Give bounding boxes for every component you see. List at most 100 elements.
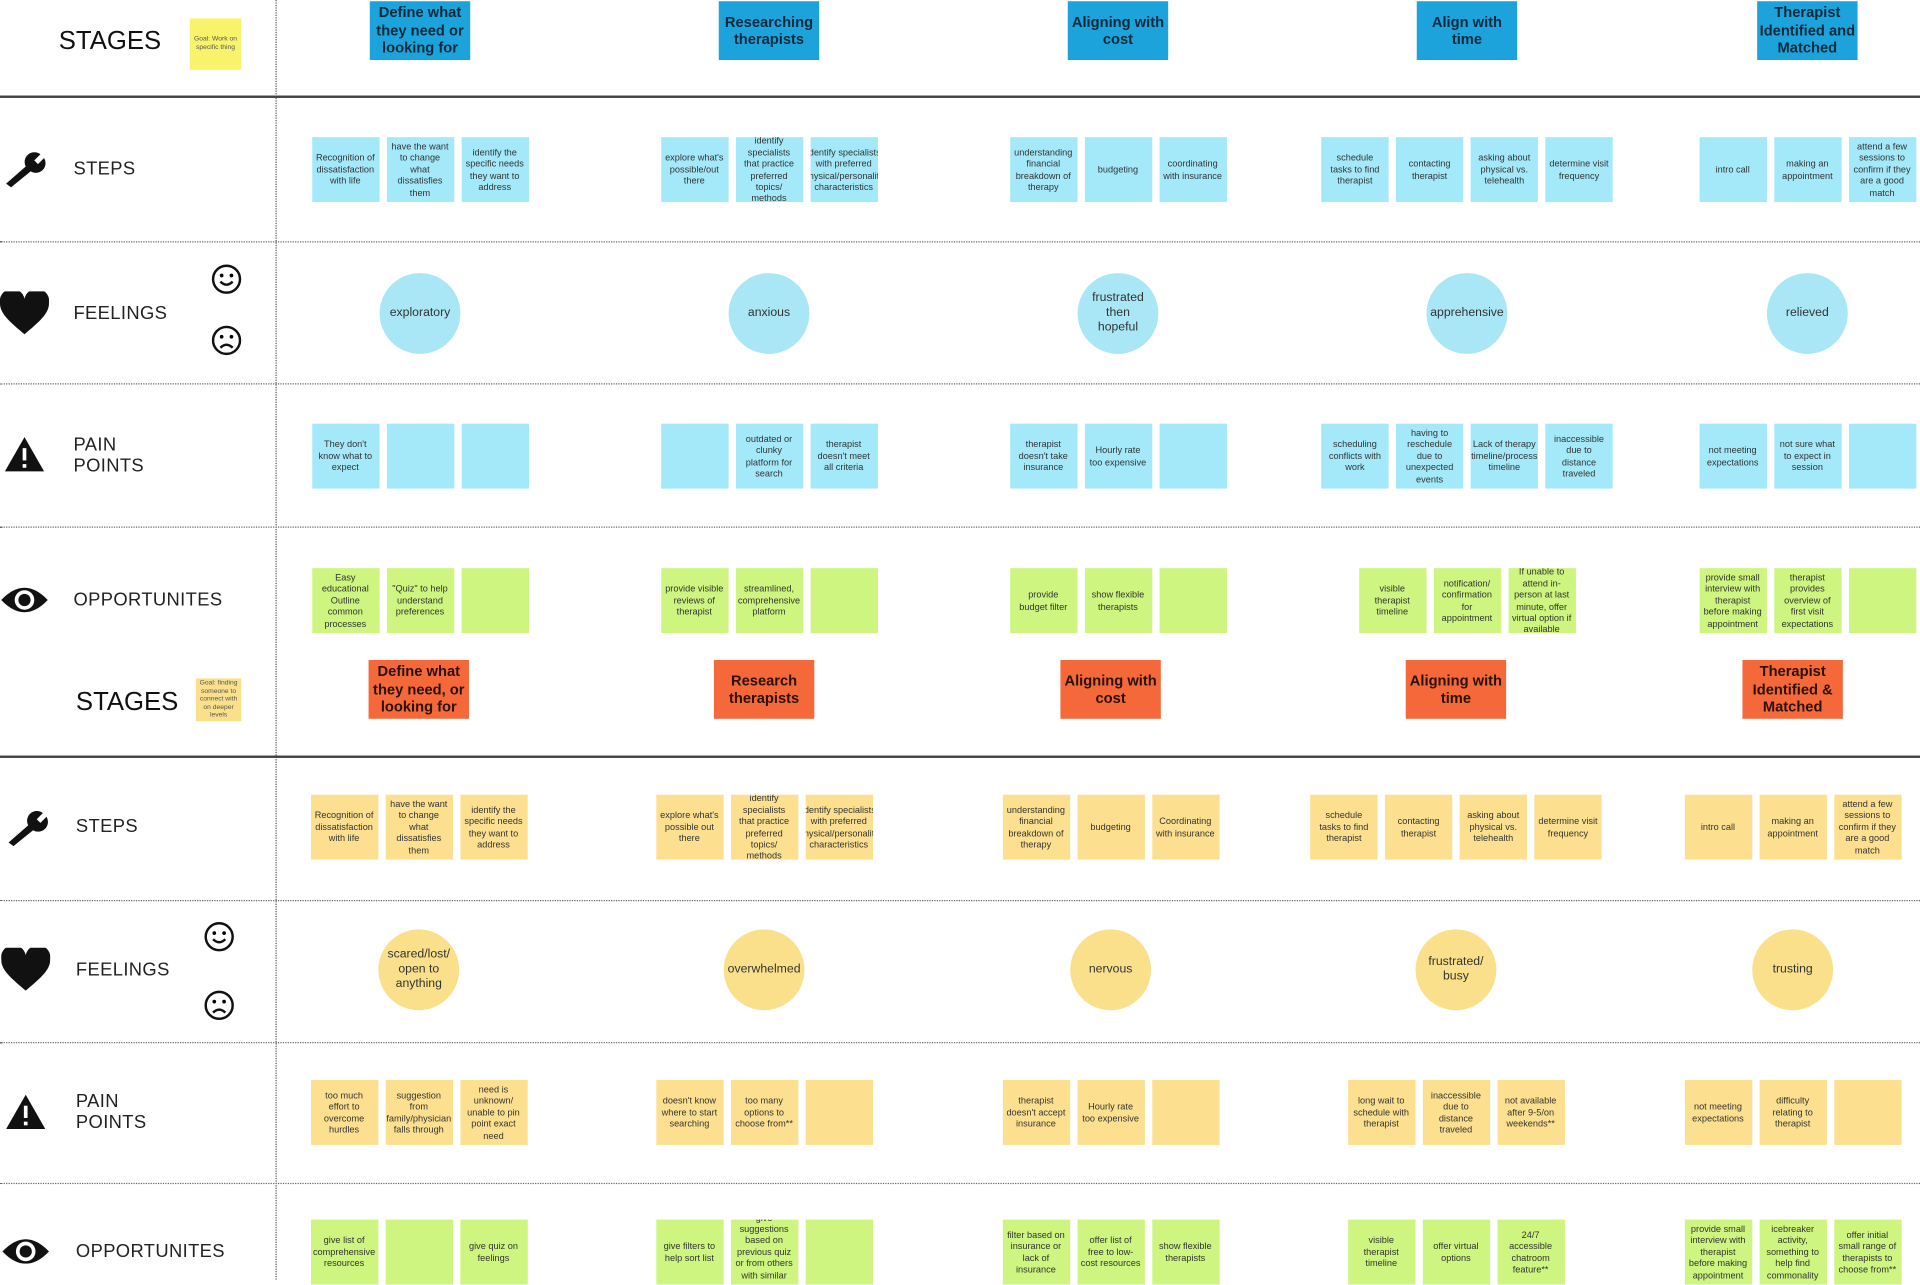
row-label: PAIN POINTS: [75, 1091, 147, 1133]
sticky-note: [461, 568, 529, 634]
feeling-circle: frustrated/ busy: [1415, 929, 1497, 1011]
sticky-note: identify specialists that practice prefe…: [735, 137, 803, 203]
sticky-note: visible therapist timeline: [1358, 568, 1426, 634]
happy-face: [204, 922, 234, 952]
sad-face: [211, 325, 242, 356]
sticky-note: therapist doesn't meet all criteria: [810, 423, 878, 489]
sticky-note: asking about physical vs. telehealth: [1459, 794, 1527, 860]
wrench-icon: [6, 152, 46, 188]
sticky-note: [461, 423, 529, 489]
sticky-note: [1833, 1080, 1902, 1145]
sticky-note: understanding financial breakdown of the…: [1002, 794, 1070, 860]
feeling-circle: trusting: [1752, 929, 1834, 1011]
sticky-note: provide visible reviews of therapist: [660, 568, 728, 634]
eye-icon: [1, 587, 48, 613]
sticky-note: [805, 1080, 873, 1145]
sticky-note: making an appointment: [1758, 794, 1827, 860]
row-divider: [0, 526, 1920, 528]
heart-icon: [1, 947, 51, 991]
row-divider: [0, 755, 1920, 758]
sticky-note: "Quiz" to help understand preferences: [386, 568, 454, 634]
happy-face: [211, 264, 242, 294]
row-divider: [0, 383, 1920, 385]
sticky-note: [385, 1219, 453, 1285]
divider: [275, 0, 277, 1280]
sticky-note: [1158, 423, 1227, 489]
sticky-note: contacting therapist: [1395, 137, 1464, 203]
stages-label: STAGES: [75, 688, 179, 717]
sticky-note: identify the specific needs they want to…: [461, 137, 529, 203]
sticky-note: identify specialists with preferred phys…: [805, 794, 873, 860]
sticky-note: not meeting expectations: [1684, 1080, 1752, 1145]
sticky-note: scheduling conflicts with work: [1321, 423, 1389, 489]
sticky-note: have the want to change what dissatisfie…: [386, 137, 454, 203]
row-label: OPPORTUNITES: [73, 589, 223, 611]
sticky-note: contacting therapist: [1384, 794, 1453, 860]
sticky-note: Hourly rate too expensive: [1076, 1080, 1145, 1145]
row-divider: [0, 95, 1920, 98]
sticky-note: outdated or clunky platform for search: [735, 423, 803, 489]
sticky-note: attend a few sessions to confirm if they…: [1848, 137, 1916, 203]
stages-label: STAGES: [58, 26, 162, 56]
heart-icon: [0, 291, 49, 335]
stage-card: Align with time: [1416, 1, 1518, 61]
stage-card: Researching therapists: [718, 1, 820, 61]
feeling-circle: apprehensive: [1426, 273, 1508, 354]
sticky-note: [805, 1219, 873, 1285]
feeling-circle: relieved: [1766, 273, 1848, 354]
sticky-note: making an appointment: [1773, 137, 1842, 203]
sticky-note: 24/7 accessible chatroom feature**: [1496, 1219, 1565, 1285]
stage-card: Therapist Identified & Matched: [1742, 660, 1843, 719]
sticky-note: therapist doesn't take insurance: [1009, 423, 1077, 489]
warning-icon: [6, 1094, 46, 1129]
sticky-note: notification/ confirmation for appointme…: [1433, 568, 1501, 634]
sticky-note: explore what's possible/out there: [660, 137, 728, 203]
sticky-note: [386, 423, 454, 489]
sticky-note: give quiz on feelings: [459, 1219, 528, 1285]
sticky-note: If unable to attend in-person at last mi…: [1507, 568, 1576, 634]
sticky-note: intro call: [1698, 137, 1767, 203]
sticky-note: asking about physical vs. telehealth: [1470, 137, 1538, 203]
eye-icon: [2, 1239, 49, 1264]
sticky-note: show flexible therapists: [1151, 1219, 1219, 1285]
row-label: FEELINGS: [73, 303, 168, 324]
sticky-note: schedule tasks to find therapist: [1321, 137, 1389, 203]
sticky-note: [660, 423, 728, 489]
sticky-note: Coordinating with insurance: [1151, 794, 1219, 860]
sticky-note: [810, 568, 878, 634]
sticky-note: Lack of therapy timeline/process timelin…: [1470, 423, 1538, 489]
sticky-note: have the want to change what dissatisfie…: [385, 794, 453, 860]
sticky-note: not available after 9-5/on weekends**: [1496, 1080, 1565, 1145]
stage-card: Define what they need, or looking for: [368, 660, 469, 719]
sticky-note: schedule tasks to find therapist: [1310, 794, 1378, 860]
sticky-note: [1848, 568, 1916, 634]
sticky-note: filter based on insurance or lack of ins…: [1002, 1219, 1070, 1285]
sticky-note: provide small interview with therapist b…: [1684, 1219, 1752, 1285]
sticky-note: offer list of free to low-cost resources: [1076, 1219, 1145, 1285]
sticky-note: visible therapist timeline: [1347, 1219, 1415, 1285]
sticky-note: Easy educational Outline common processe…: [311, 568, 379, 634]
sticky-note: suggestion from family/physician falls t…: [385, 1080, 453, 1145]
feeling-circle: exploratory: [379, 273, 461, 354]
sticky-note: give suggestions based on previous quiz …: [730, 1219, 798, 1285]
row-divider: [0, 1182, 1920, 1185]
sticky-note: offer initial small range of therapists …: [1833, 1219, 1902, 1285]
stage-card: Therapist Identified and Matched: [1757, 1, 1858, 61]
sad-face: [204, 990, 234, 1021]
sticky-note: not sure what to expect in session: [1773, 423, 1842, 489]
sticky-note: identify the specific needs they want to…: [459, 794, 528, 860]
stage-card: Aligning with cost: [1067, 1, 1169, 61]
goal-note: Goal: finding someone to connect with on…: [195, 678, 242, 722]
sticky-note: having to reschedule due to unexpected e…: [1395, 423, 1464, 489]
goal-note: Goal: Work on specific thing: [189, 18, 242, 70]
sticky-note: intro call: [1684, 794, 1752, 860]
sticky-note: They don't know what to expect: [311, 423, 379, 489]
sticky-note: icebreaker activity, something to help f…: [1758, 1219, 1827, 1285]
sticky-note: Recognition of dissatisfaction with life: [310, 794, 378, 860]
sticky-note: identify specialists with preferred phys…: [810, 137, 878, 203]
sticky-note: show flexible therapists: [1084, 568, 1152, 634]
sticky-note: not meeting expectations: [1698, 423, 1767, 489]
sticky-note: [1158, 568, 1227, 634]
feeling-circle: nervous: [1070, 929, 1152, 1011]
